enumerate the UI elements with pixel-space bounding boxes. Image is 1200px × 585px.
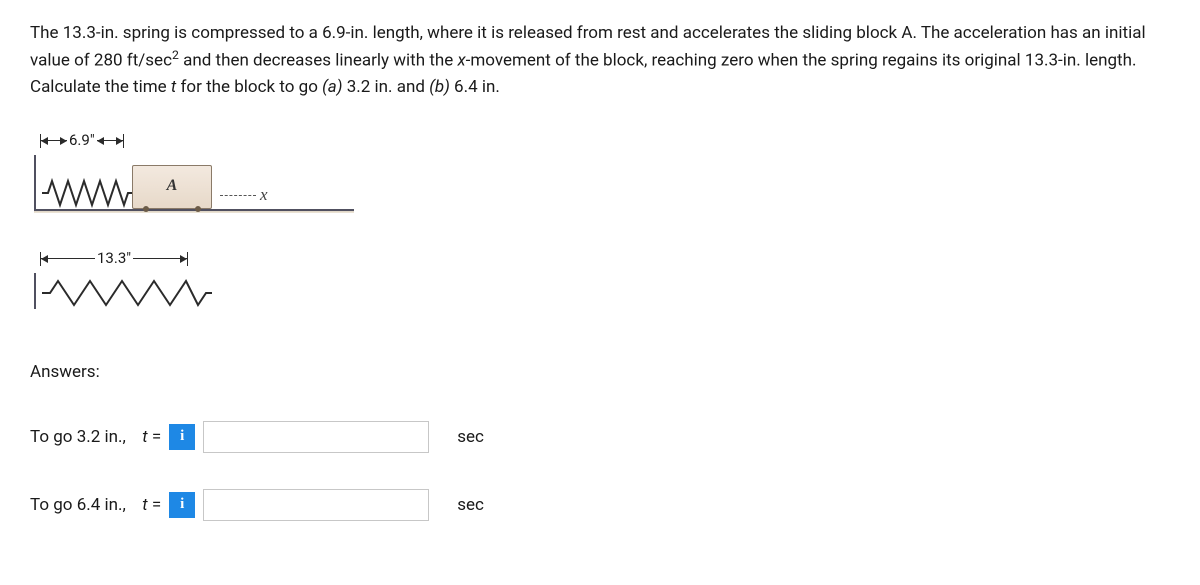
part-a-label: (a) [322, 77, 342, 97]
answer-eq: = [148, 495, 162, 515]
answer-input-a[interactable] [203, 421, 429, 453]
answer-row-a: To go 3.2 in., t = i sec [30, 421, 1170, 453]
answer-prefix: To go 6.4 in., [30, 492, 126, 518]
block-label: A [167, 174, 178, 199]
answer-unit: sec [457, 492, 484, 518]
dim-tick [187, 252, 188, 266]
answer-row-b: To go 6.4 in., t = i sec [30, 489, 1170, 521]
var-x: x [457, 51, 465, 71]
dim-natural-label: 13.3" [95, 247, 133, 270]
dimension-natural: 13.3" [40, 247, 404, 271]
dimension-compressed: 6.9" [40, 129, 404, 153]
problem-statement: The 13.3-in. spring is compressed to a 6… [30, 20, 1170, 101]
natural-spring [42, 277, 212, 309]
fixed-wall [34, 273, 42, 309]
diagram: 6.9" A x 13.3" [34, 129, 404, 309]
x-axis-label: x [260, 182, 268, 208]
answers-heading: Answers: [30, 359, 1170, 385]
answer-prefix: To go 3.2 in., [30, 424, 126, 450]
fixed-wall [34, 155, 42, 209]
spring-block-assembly: A x [34, 155, 404, 209]
answer-eq: = [148, 427, 162, 447]
dim-arrow [41, 258, 95, 259]
answer-input-b[interactable] [203, 489, 429, 521]
info-icon[interactable]: i [169, 424, 195, 450]
superscript-2: 2 [172, 48, 179, 62]
sliding-block: A [132, 165, 212, 209]
dim-arrow [97, 140, 123, 141]
info-icon[interactable]: i [169, 492, 195, 518]
answers-section: Answers: To go 3.2 in., t = i sec To go … [30, 359, 1170, 521]
part-b-label: (b) [429, 77, 450, 97]
natural-spring-row [34, 273, 404, 309]
x-axis-indicator: x [220, 182, 268, 208]
answer-unit: sec [457, 424, 484, 450]
natural-spring-diagram: 13.3" [34, 247, 404, 309]
problem-part-2: and then decreases linearly with the [179, 51, 458, 71]
dim-arrow [133, 258, 187, 259]
compressed-spring [42, 177, 132, 209]
dim-tick [123, 134, 124, 148]
dim-arrow [41, 140, 67, 141]
part-b-val: 6.4 in. [450, 77, 500, 97]
part-a-val: 3.2 in. and [343, 77, 430, 97]
dim-compressed-label: 6.9" [67, 129, 97, 152]
dash-line [220, 195, 256, 196]
problem-part-4: for the block to go [176, 77, 322, 97]
